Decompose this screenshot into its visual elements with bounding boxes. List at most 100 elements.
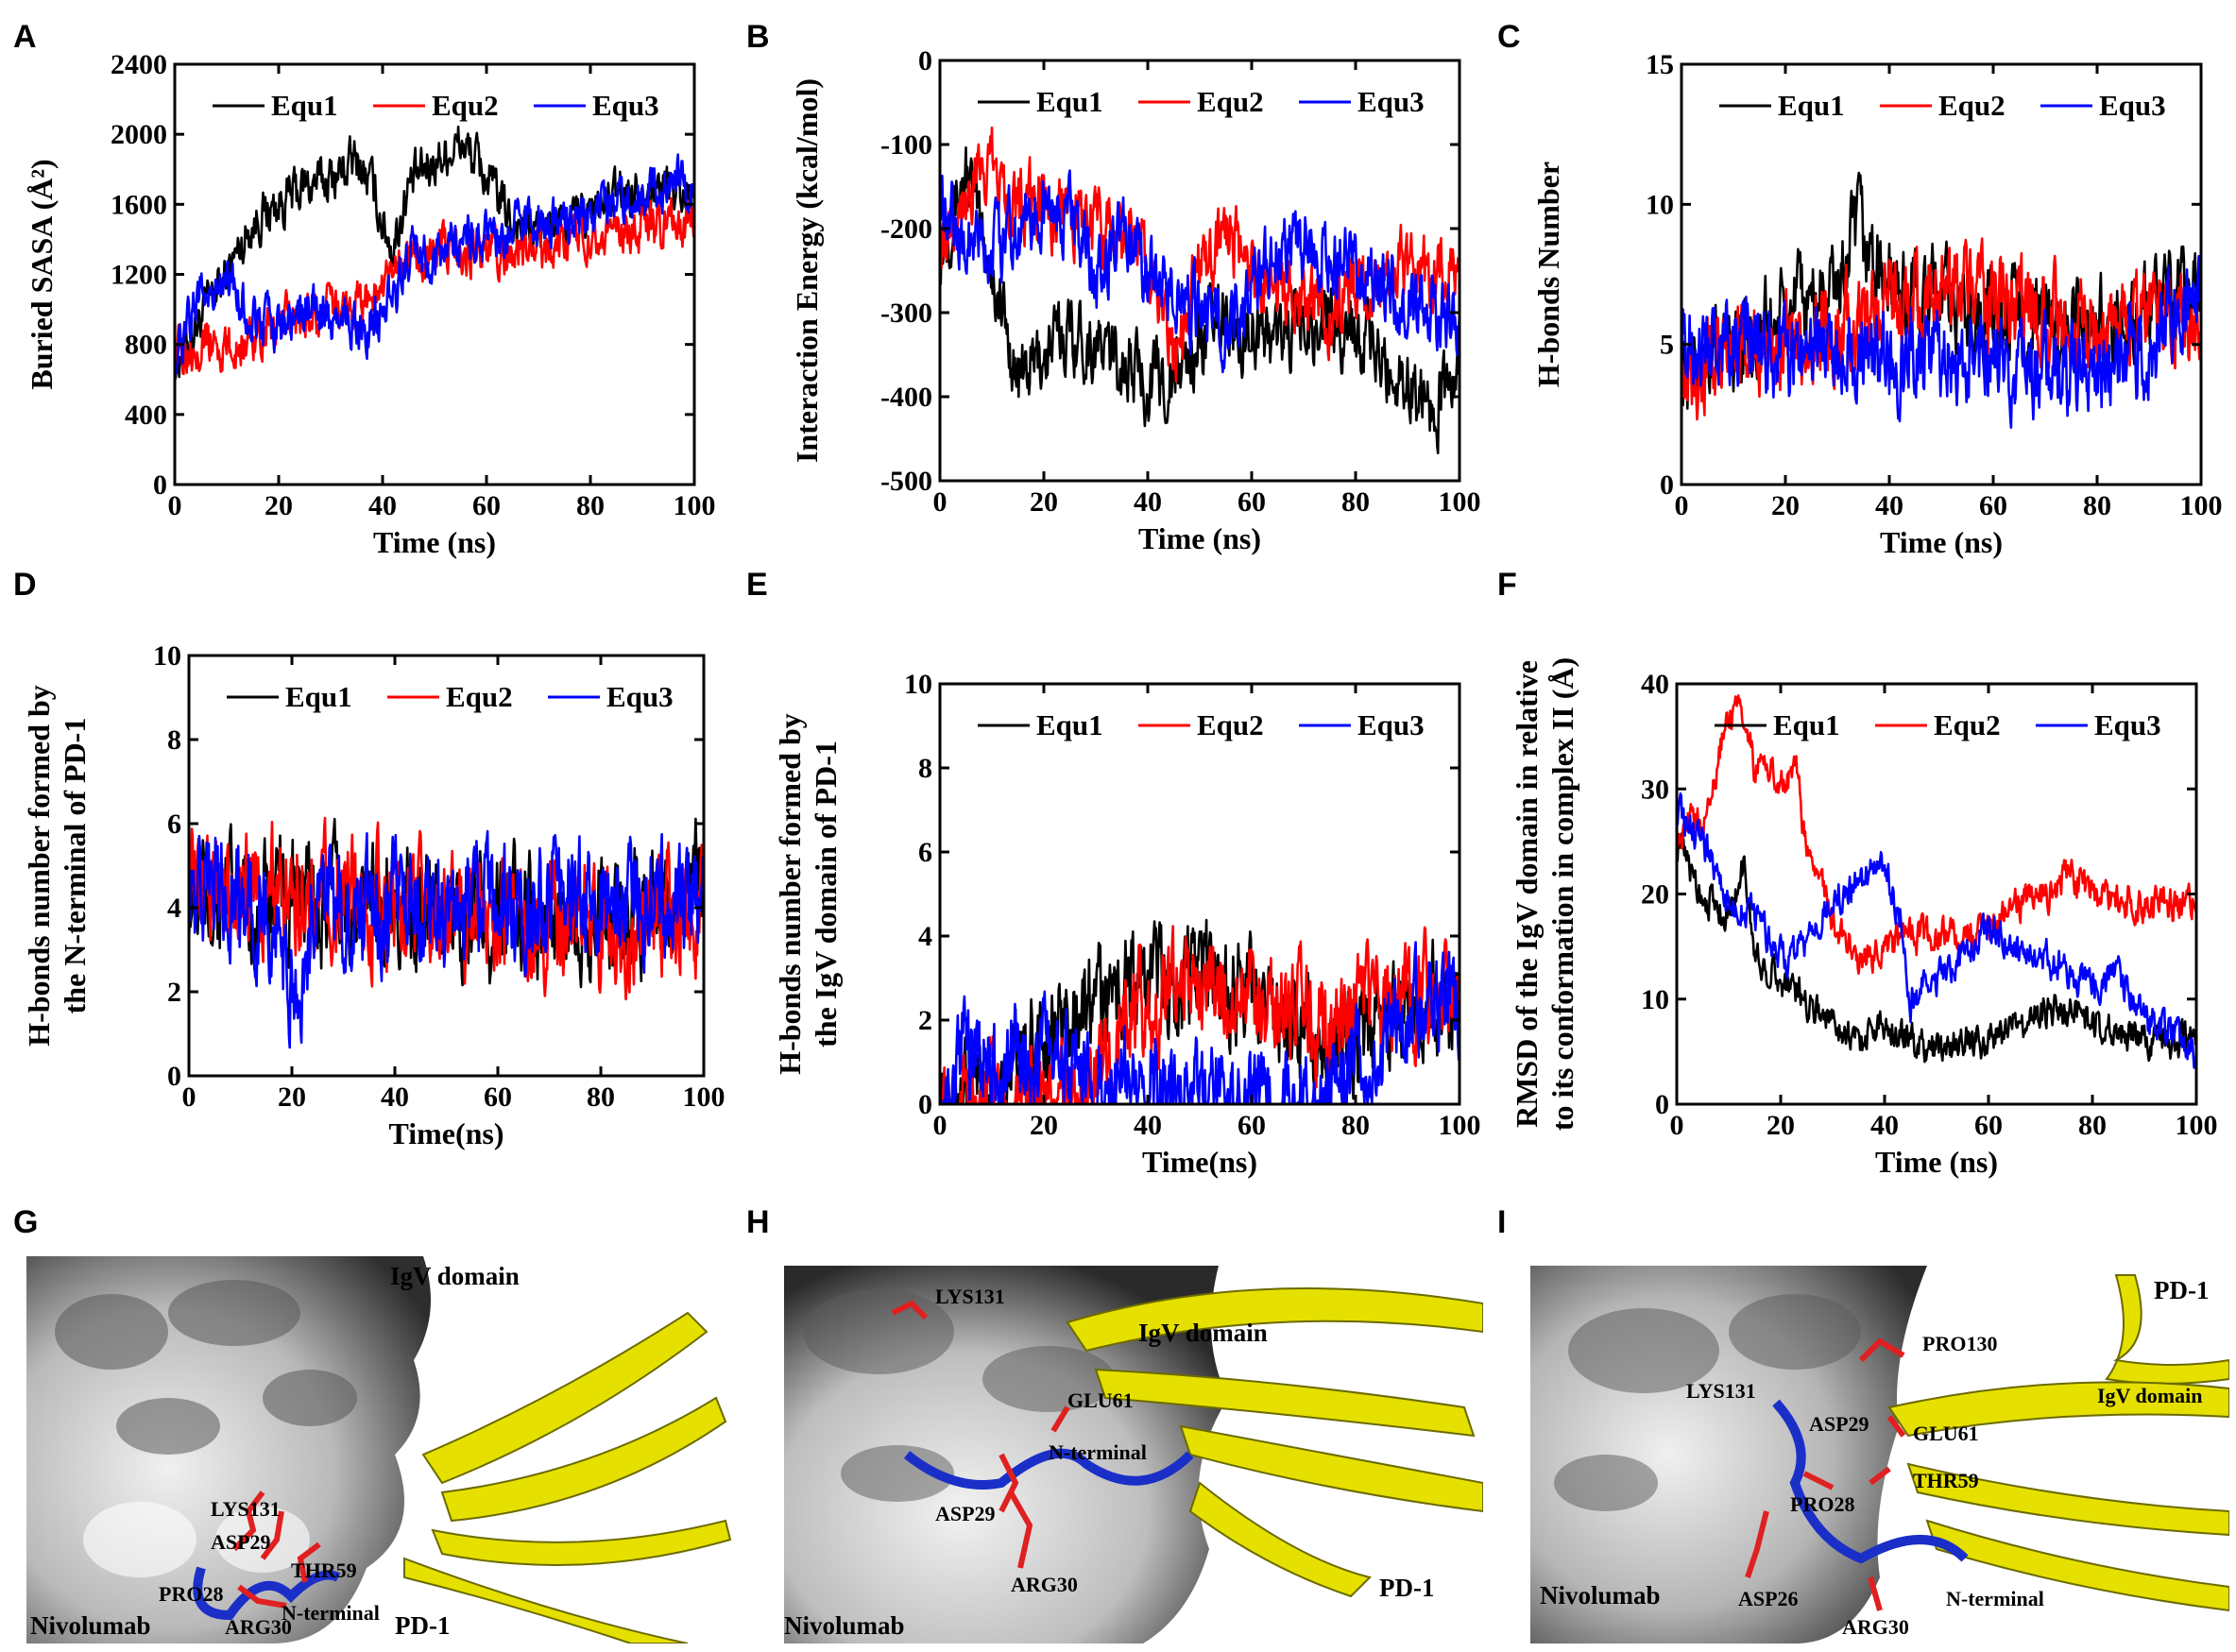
x-tick-label: 20	[1767, 1110, 1795, 1141]
pd1-ribbon	[1887, 1274, 2229, 1612]
y-tick-label: 5	[1660, 330, 1674, 361]
x-tick-label: 40	[1134, 486, 1162, 518]
y-tick-label: 15	[1646, 49, 1674, 80]
x-tick-label: 20	[278, 1081, 306, 1113]
series-line-equ3	[1675, 792, 2198, 1069]
panel-letter-i: I	[1497, 1204, 1507, 1240]
series-line-equ2	[1675, 694, 2198, 976]
x-tick-label: 100	[2180, 490, 2223, 521]
y-tick-label: 10	[1646, 189, 1674, 220]
y-axis-label: H-bonds number formed by	[22, 685, 56, 1047]
y-tick-label: -300	[880, 298, 932, 329]
series-line-equ2	[173, 196, 696, 376]
label-lys131: LYS131	[211, 1497, 281, 1521]
legend-label-equ3: Equ3	[2094, 708, 2161, 741]
label-pro130: PRO130	[1922, 1332, 1997, 1355]
label-nivolumab: Nivolumab	[1540, 1581, 1661, 1609]
y-tick-label: 6	[167, 809, 181, 840]
chart-hbonds-nterminal: 0 20 40 60 80 100 0 2 4 6 8 10 Time(ns) H-bonds numbe…	[22, 640, 725, 1150]
series-line-equ1	[173, 125, 696, 382]
label-arg30: ARG30	[1011, 1573, 1078, 1596]
y-tick-label: 1200	[111, 260, 167, 291]
y-tick-label: 0	[918, 1089, 932, 1120]
label-nivolumab: Nivolumab	[784, 1611, 905, 1640]
series-line-equ2	[939, 925, 1461, 1106]
y-axis-label: H-bonds number formed by	[773, 713, 807, 1075]
legend-label-equ2: Equ2	[1934, 708, 2001, 741]
label-igv-domain: IgV domain	[390, 1262, 520, 1290]
x-axis-label: Time(ns)	[1142, 1145, 1257, 1179]
y-axis-label: RMSD of the IgV domain in relative	[1510, 660, 1544, 1128]
x-tick-label: 80	[1341, 1110, 1370, 1141]
y-tick-label: 8	[918, 753, 932, 784]
x-tick-label: 80	[576, 490, 605, 521]
panel-letter-a: A	[13, 19, 37, 55]
y-tick-label: 2400	[111, 49, 167, 80]
x-tick-label: 0	[933, 486, 947, 518]
y-tick-label: -400	[880, 382, 932, 413]
x-tick-label: 0	[182, 1081, 196, 1113]
legend-label-equ2: Equ2	[1197, 708, 1264, 741]
x-tick-label: 80	[1341, 486, 1370, 518]
plot-frame	[938, 59, 1461, 483]
y-tick-label: 20	[1641, 879, 1669, 911]
series-line-equ3	[187, 829, 706, 1049]
y-tick-label: 800	[125, 330, 167, 361]
label-igv-domain: IgV domain	[2097, 1384, 2202, 1407]
label-thr59: THR59	[1913, 1469, 1979, 1492]
x-tick-label: 100	[1439, 486, 1481, 518]
series-line-equ3	[938, 169, 1461, 374]
plot-frame	[1680, 62, 2203, 486]
legend-label-equ2: Equ2	[432, 89, 499, 122]
legend-label-equ2: Equ2	[1197, 85, 1264, 118]
residue-sticks	[231, 1490, 321, 1609]
label-n-terminal: N-terminal	[1946, 1587, 2044, 1610]
label-asp29: ASP29	[1809, 1412, 1869, 1436]
chart-rmsd-igv: 0 20 40 60 80 100 0 10 20 30 40 Time (ns) RMSD of th…	[1510, 657, 2218, 1179]
y-tick-label: 400	[125, 400, 167, 431]
legend-label-equ3: Equ3	[1357, 708, 1425, 741]
label-asp29: ASP29	[211, 1530, 271, 1554]
legend-label-equ1: Equ1	[1036, 85, 1103, 118]
y-tick-label: 30	[1641, 774, 1669, 805]
residue-sticks	[1745, 1337, 1906, 1611]
pd1-ribbon	[1066, 1287, 1483, 1598]
y-axis-label-line2: the IgV domain of PD-1	[809, 741, 843, 1047]
label-glu61: GLU61	[1067, 1388, 1134, 1412]
y-axis-label: Buried SASA (Å²)	[25, 159, 59, 389]
series-line-equ3	[939, 941, 1461, 1106]
label-asp26: ASP26	[1738, 1587, 1799, 1610]
legend-label-equ3: Equ3	[1357, 85, 1425, 118]
x-tick-label: 80	[2078, 1110, 2107, 1141]
legend-label-equ1: Equ1	[285, 680, 352, 713]
y-tick-label: 10	[1641, 984, 1669, 1015]
x-axis-label: Time(ns)	[388, 1116, 504, 1150]
residue-sticks	[891, 1300, 1070, 1569]
x-tick-label: 60	[1237, 486, 1266, 518]
y-tick-label: 2	[167, 977, 181, 1008]
legend-label-equ3: Equ3	[592, 89, 659, 122]
x-tick-label: 0	[168, 490, 182, 521]
y-axis-label: H-bonds Number	[1531, 162, 1565, 387]
x-axis-label: Time (ns)	[1875, 1145, 1998, 1179]
label-glu61: GLU61	[1913, 1422, 1979, 1445]
label-lys131: LYS131	[935, 1285, 1005, 1308]
y-tick-label: 0	[167, 1061, 181, 1092]
panel-letter-c: C	[1497, 19, 1521, 55]
y-tick-label: -200	[880, 213, 932, 245]
x-tick-label: 100	[683, 1081, 725, 1113]
label-pd1: PD-1	[395, 1611, 450, 1640]
y-tick-label: 0	[153, 469, 167, 501]
panel-letter-b: B	[746, 19, 770, 55]
y-tick-label: 40	[1641, 669, 1669, 700]
y-tick-label: 0	[918, 45, 932, 77]
label-pro28: PRO28	[159, 1582, 223, 1606]
legend-label-equ1: Equ1	[1778, 89, 1845, 122]
x-tick-label: 0	[1675, 490, 1689, 521]
legend-label-equ3: Equ3	[2099, 89, 2166, 122]
y-tick-label: 10	[153, 640, 181, 672]
x-tick-label: 40	[1870, 1110, 1899, 1141]
y-tick-label: 4	[918, 921, 932, 952]
y-tick-label: 4	[167, 893, 181, 924]
